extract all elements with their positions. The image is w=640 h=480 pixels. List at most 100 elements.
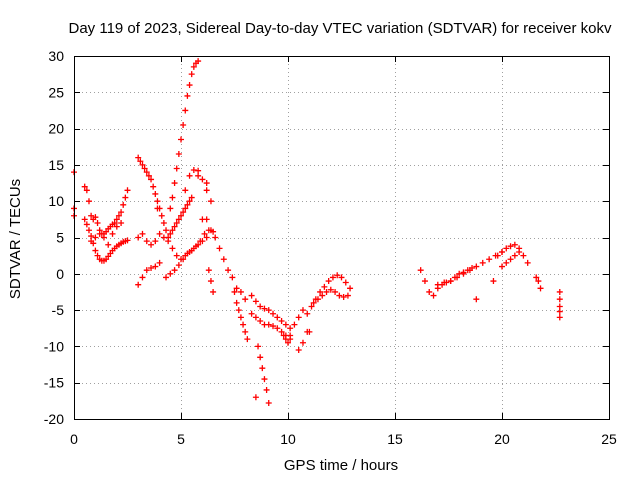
data-point (88, 212, 95, 219)
data-point (282, 321, 289, 328)
data-point (220, 256, 227, 263)
data-point (195, 58, 202, 65)
data-point (88, 233, 95, 240)
data-point (203, 216, 210, 223)
data-point (473, 263, 480, 270)
data-point (171, 180, 178, 187)
data-point (186, 172, 193, 179)
data-point (520, 252, 527, 259)
data-point (434, 281, 441, 288)
data-point (511, 241, 518, 248)
data-point (257, 354, 264, 361)
data-point (137, 158, 144, 165)
data-point (242, 296, 249, 303)
series-arc-t (310, 286, 351, 306)
data-point (537, 285, 544, 292)
series-arc-d (135, 154, 195, 241)
data-point (499, 263, 505, 270)
data-point (259, 365, 266, 372)
data-point (182, 107, 189, 114)
data-point (342, 279, 349, 286)
data-point (486, 256, 493, 263)
data-point (280, 332, 287, 339)
series-arc-f (135, 263, 159, 288)
data-point (190, 63, 197, 70)
series-arc-y (533, 274, 544, 292)
data-point (210, 288, 217, 295)
data-point (92, 234, 99, 241)
data-point (287, 332, 294, 339)
data-point (216, 245, 223, 252)
data-point (124, 237, 131, 244)
data-point (154, 205, 161, 212)
data-point (252, 298, 259, 305)
data-point (199, 176, 206, 183)
data-point (270, 323, 277, 330)
data-point (291, 321, 298, 328)
data-point (180, 121, 187, 128)
data-point (154, 198, 161, 205)
data-point (173, 252, 180, 259)
data-point (237, 314, 244, 321)
y-tick-label: 15 (48, 157, 64, 173)
data-point (96, 230, 103, 237)
y-tick-label: 10 (48, 193, 64, 209)
series-arc-x (499, 249, 523, 270)
data-point (156, 230, 163, 237)
data-point (207, 227, 214, 234)
data-point (338, 274, 345, 281)
data-point (295, 314, 302, 321)
data-point (535, 278, 542, 285)
grid (74, 56, 609, 419)
data-point (248, 292, 255, 299)
data-point (334, 272, 341, 279)
data-point (225, 267, 232, 274)
data-point (163, 227, 170, 234)
data-point (454, 274, 461, 281)
x-axis-label: GPS time / hours (284, 457, 398, 474)
data-point (186, 82, 193, 89)
y-tick-label: 5 (56, 230, 64, 246)
data-point (229, 274, 236, 281)
data-point (248, 310, 255, 317)
data-point (282, 336, 289, 343)
data-point (319, 292, 326, 299)
series-arc-a (81, 216, 131, 264)
data-point (203, 234, 210, 241)
data-point (344, 292, 351, 299)
data-point (244, 336, 251, 343)
data-point (257, 303, 264, 310)
data-point (192, 243, 199, 250)
data-point (507, 256, 514, 263)
data-point (511, 252, 518, 259)
series-arc-g (163, 227, 217, 281)
data-point (265, 400, 272, 407)
data-point (460, 270, 467, 277)
data-point (188, 247, 195, 254)
data-point (499, 249, 505, 256)
series-arc-i (182, 166, 214, 205)
data-point (171, 223, 178, 230)
data-point (203, 187, 210, 194)
data-point (314, 296, 321, 303)
data-point (235, 307, 242, 314)
data-point (503, 245, 510, 252)
data-point (100, 234, 107, 241)
series-arc-q (280, 332, 294, 346)
data-point (207, 198, 214, 205)
y-tick-label: -20 (44, 411, 64, 427)
chart-title: Day 119 of 2023, Sidereal Day-to-day VTE… (69, 20, 612, 37)
data-point (347, 285, 354, 292)
data-point (516, 249, 523, 256)
data-point (139, 230, 146, 237)
data-point (113, 216, 120, 223)
data-point (156, 259, 163, 266)
data-point (252, 314, 259, 321)
data-point (274, 325, 281, 332)
data-point (124, 187, 131, 194)
data-point (150, 183, 157, 190)
data-point (240, 321, 247, 328)
data-point (299, 339, 306, 346)
data-point (163, 274, 170, 281)
